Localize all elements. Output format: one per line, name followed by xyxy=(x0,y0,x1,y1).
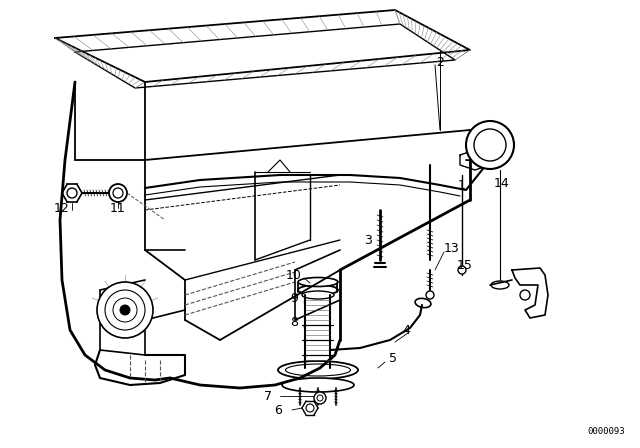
Text: 10: 10 xyxy=(286,268,302,281)
Circle shape xyxy=(314,392,326,404)
Circle shape xyxy=(474,129,506,161)
Circle shape xyxy=(67,188,77,198)
Circle shape xyxy=(120,305,130,315)
Circle shape xyxy=(113,188,123,198)
Ellipse shape xyxy=(298,285,338,295)
Circle shape xyxy=(105,290,145,330)
Text: 11: 11 xyxy=(110,202,126,215)
Text: 2: 2 xyxy=(436,56,444,69)
Ellipse shape xyxy=(298,277,338,287)
Circle shape xyxy=(317,395,323,401)
Text: 14: 14 xyxy=(494,177,510,190)
Text: 1: 1 xyxy=(458,178,466,191)
Text: 9: 9 xyxy=(290,292,298,305)
Text: 8: 8 xyxy=(290,315,298,328)
Ellipse shape xyxy=(491,281,509,289)
Text: 13: 13 xyxy=(444,241,460,254)
Ellipse shape xyxy=(285,364,351,376)
Ellipse shape xyxy=(282,378,354,392)
Ellipse shape xyxy=(415,298,431,308)
Circle shape xyxy=(113,298,137,322)
Text: 15: 15 xyxy=(457,258,473,271)
Text: 4: 4 xyxy=(402,323,410,336)
Circle shape xyxy=(97,282,153,338)
Ellipse shape xyxy=(302,291,334,299)
Text: 6: 6 xyxy=(274,404,282,417)
Circle shape xyxy=(109,184,127,202)
Text: 12: 12 xyxy=(54,202,70,215)
Text: 3: 3 xyxy=(364,233,372,246)
Circle shape xyxy=(426,291,434,299)
Circle shape xyxy=(466,121,514,169)
Text: 0000093: 0000093 xyxy=(588,427,625,436)
Circle shape xyxy=(458,266,466,274)
Text: 7: 7 xyxy=(264,389,272,402)
Circle shape xyxy=(520,290,530,300)
Text: 5: 5 xyxy=(389,352,397,365)
Ellipse shape xyxy=(278,361,358,379)
Circle shape xyxy=(306,404,314,412)
